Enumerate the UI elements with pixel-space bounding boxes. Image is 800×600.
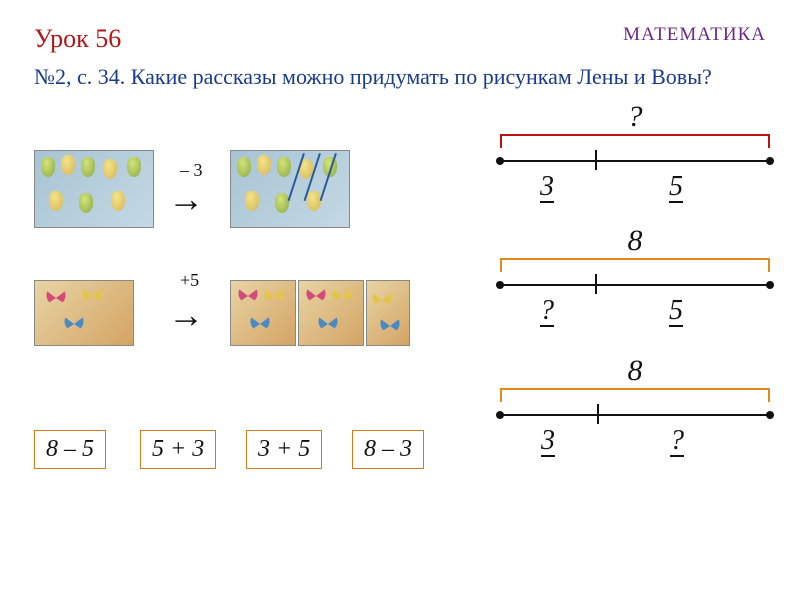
subject-label: МАТЕМАТИКА [623, 24, 766, 54]
diagram-left-label: ? [540, 296, 554, 327]
diagram-left-label: 3 [540, 172, 554, 203]
diagram-line [500, 414, 770, 416]
diagram-dot-right [766, 411, 774, 419]
picture-pears-after [230, 150, 350, 228]
expression-box-1: 8 – 5 [34, 430, 106, 469]
diagram-line [500, 284, 770, 286]
diagram-right-label: 5 [669, 172, 683, 203]
number-diagram-1: ?35 [500, 106, 770, 216]
diagram-tick [597, 404, 599, 424]
operation-label-2: +5 [180, 270, 199, 291]
content-area: – 3 → +5 → ?358?583? 8 – 5 [0, 100, 800, 570]
picture-pears-before [34, 150, 154, 228]
diagram-tick [595, 150, 597, 170]
picture-butterflies-after-1 [230, 280, 296, 346]
diagram-bracket [500, 388, 770, 402]
diagram-bracket [500, 258, 770, 272]
diagram-tick [595, 274, 597, 294]
diagram-bracket [500, 134, 770, 148]
diagram-top-label: 8 [628, 224, 643, 258]
diagram-dot-right [766, 157, 774, 165]
arrow-icon: → [168, 294, 204, 336]
arrow-icon: → [168, 178, 204, 220]
diagram-dot-left [496, 157, 504, 165]
diagram-right-label: ? [670, 426, 684, 457]
diagram-right-label: 5 [669, 296, 683, 327]
picture-butterflies-before [34, 280, 134, 346]
diagram-top-label: ? [628, 100, 643, 134]
expression-box-2: 5 + 3 [140, 430, 216, 469]
picture-butterflies-after-3 [366, 280, 410, 346]
diagram-line [500, 160, 770, 162]
expression-box-3: 3 + 5 [246, 430, 322, 469]
lesson-title: Урок 56 [34, 24, 121, 54]
expression-box-4: 8 – 3 [352, 430, 424, 469]
diagram-dot-right [766, 281, 774, 289]
diagram-dot-left [496, 281, 504, 289]
question-text: №2, с. 34. Какие рассказы можно придумат… [0, 58, 800, 100]
picture-butterflies-after-2 [298, 280, 364, 346]
number-diagram-2: 8?5 [500, 230, 770, 340]
diagram-dot-left [496, 411, 504, 419]
number-diagram-3: 83? [500, 360, 770, 470]
diagram-top-label: 8 [628, 354, 643, 388]
diagram-left-label: 3 [541, 426, 555, 457]
